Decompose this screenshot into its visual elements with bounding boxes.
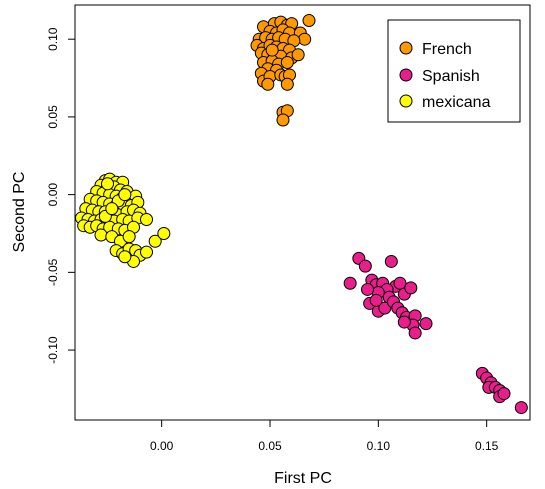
point-spanish: [384, 254, 398, 268]
point-mexicana: [118, 250, 132, 264]
point-spanish: [393, 276, 407, 290]
x-tick-label: 0.15: [475, 439, 499, 453]
x-axis: 0.00 0.05 0.10 0.15: [150, 419, 499, 453]
point-spanish: [358, 259, 372, 273]
point-french: [280, 77, 294, 91]
point-mexicana: [94, 228, 108, 242]
point-spanish: [408, 326, 422, 340]
legend-marker-spanish: [399, 68, 413, 82]
legend: French Spanish mexicana: [387, 19, 521, 123]
x-tick-label: 0.00: [150, 439, 174, 453]
point-mexicana: [105, 202, 119, 216]
point-mexicana: [140, 245, 153, 259]
point-spanish: [361, 282, 374, 296]
point-french: [276, 113, 290, 127]
point-spanish: [404, 281, 418, 295]
point-spanish: [397, 315, 411, 329]
y-tick-label: 0.10: [46, 27, 60, 51]
point-french: [298, 32, 312, 46]
y-tick-label: -0.05: [46, 258, 60, 286]
point-mexicana: [157, 226, 171, 240]
point-french: [261, 77, 275, 91]
legend-label-french: French: [422, 41, 472, 58]
point-mexicana: [118, 188, 132, 202]
y-tick-label: -0.10: [46, 336, 60, 364]
point-french: [280, 56, 294, 70]
x-tick-label: 0.05: [258, 439, 282, 453]
point-spanish: [419, 317, 433, 331]
legend-marker-french: [399, 41, 413, 55]
point-french: [265, 43, 279, 57]
point-mexicana: [148, 234, 162, 248]
y-axis-title: Second PC: [11, 172, 28, 253]
legend-marker-mexicana: [399, 94, 413, 108]
point-spanish: [369, 293, 383, 307]
y-tick-label: 0.00: [46, 183, 60, 207]
point-french: [291, 48, 305, 62]
y-axis: 0.10 0.05 0.00 -0.05 -0.10: [46, 27, 76, 364]
point-spanish: [343, 276, 357, 290]
data-points: [75, 14, 528, 415]
y-tick-label: 0.05: [46, 105, 60, 129]
point-spanish: [378, 301, 392, 315]
point-mexicana: [140, 212, 153, 226]
point-mexicana: [101, 177, 114, 191]
point-spanish: [497, 387, 511, 401]
point-mexicana: [122, 230, 136, 244]
point-spanish: [514, 401, 528, 415]
x-axis-title: First PC: [274, 470, 332, 487]
x-tick-label: 0.10: [367, 439, 391, 453]
legend-label-spanish: Spanish: [422, 68, 480, 85]
point-french: [302, 14, 316, 28]
legend-label-mexicana: mexicana: [422, 94, 491, 111]
